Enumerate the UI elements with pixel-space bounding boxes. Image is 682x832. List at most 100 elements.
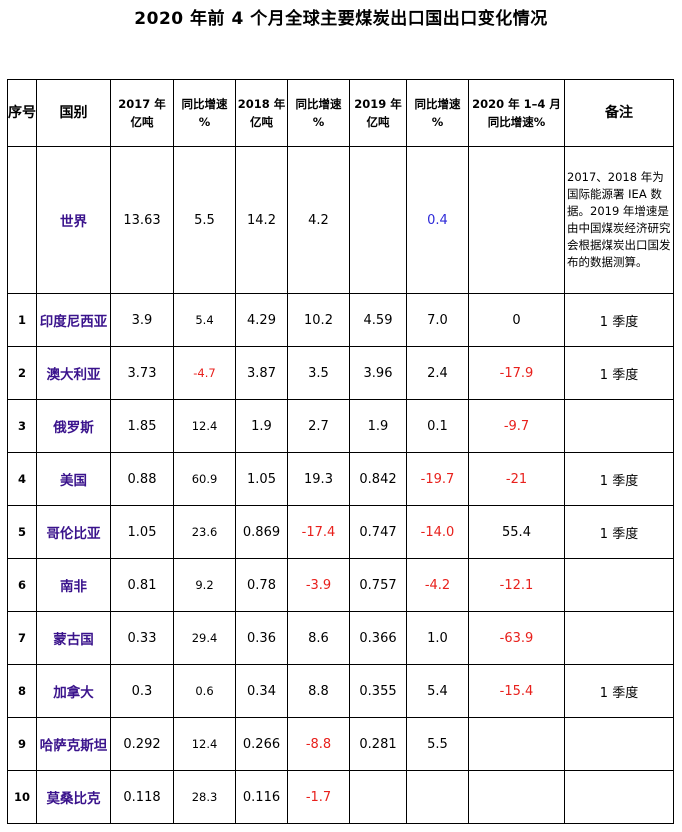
- cell-country: 南非: [36, 558, 111, 612]
- cell-2019-growth: 2.4: [406, 346, 469, 400]
- cell-2018-growth: 8.6: [287, 611, 350, 665]
- cell-2018-growth: 8.8: [287, 664, 350, 718]
- cell-2019: 0.747: [349, 505, 407, 559]
- cell-2017: 3.73: [110, 346, 174, 400]
- cell-note: 1 季度: [564, 452, 674, 506]
- cell-2018: 0.36: [235, 611, 288, 665]
- cell-2018-growth: 3.5: [287, 346, 350, 400]
- cell-2018: 14.2: [235, 146, 288, 294]
- cell-2018-growth: -3.9: [287, 558, 350, 612]
- header-2017: 2017 年亿吨: [110, 79, 174, 147]
- cell-2019-growth: -4.2: [406, 558, 469, 612]
- cell-2020-growth: [468, 770, 565, 824]
- header-2019-growth: 同比增速%: [406, 79, 469, 147]
- table-row: 2 澳大利亚 3.73 -4.7 3.87 3.5 3.96 2.4 -17.9…: [7, 346, 674, 400]
- coal-export-table: 序号 国别 2017 年亿吨 同比增速% 2018 年亿吨 同比增速% 2019…: [7, 79, 674, 824]
- cell-seq: [7, 146, 37, 294]
- cell-2017-growth: 5.4: [173, 293, 236, 347]
- cell-2019-growth: -19.7: [406, 452, 469, 506]
- cell-note: [564, 611, 674, 665]
- cell-2020-growth: -12.1: [468, 558, 565, 612]
- table-row: 7 蒙古国 0.33 29.4 0.36 8.6 0.366 1.0 -63.9: [7, 611, 674, 665]
- cell-2020-growth: -15.4: [468, 664, 565, 718]
- cell-seq: 9: [7, 717, 37, 771]
- cell-seq: 8: [7, 664, 37, 718]
- table-row: 5 哥伦比亚 1.05 23.6 0.869 -17.4 0.747 -14.0…: [7, 505, 674, 559]
- cell-country: 美国: [36, 452, 111, 506]
- cell-2017-growth: 12.4: [173, 717, 236, 771]
- cell-2019-growth: 5.5: [406, 717, 469, 771]
- cell-2020-growth: [468, 146, 565, 294]
- cell-seq: 2: [7, 346, 37, 400]
- header-row: 序号 国别 2017 年亿吨 同比增速% 2018 年亿吨 同比增速% 2019…: [7, 79, 674, 147]
- cell-2017: 0.118: [110, 770, 174, 824]
- cell-seq: 3: [7, 399, 37, 453]
- cell-seq: 10: [7, 770, 37, 824]
- cell-2020-growth: -17.9: [468, 346, 565, 400]
- cell-2018: 0.266: [235, 717, 288, 771]
- cell-seq: 4: [7, 452, 37, 506]
- cell-seq: 7: [7, 611, 37, 665]
- cell-2019: 4.59: [349, 293, 407, 347]
- cell-2017-growth: 5.5: [173, 146, 236, 294]
- cell-2019: 0.842: [349, 452, 407, 506]
- header-note: 备注: [564, 79, 674, 147]
- cell-note: [564, 717, 674, 771]
- cell-2019: 0.757: [349, 558, 407, 612]
- header-seq: 序号: [7, 79, 37, 147]
- cell-2020-growth: -63.9: [468, 611, 565, 665]
- cell-country: 俄罗斯: [36, 399, 111, 453]
- cell-country: 莫桑比克: [36, 770, 111, 824]
- cell-2017-growth: 29.4: [173, 611, 236, 665]
- cell-note: 1 季度: [564, 346, 674, 400]
- cell-2018-growth: -8.8: [287, 717, 350, 771]
- cell-2019: 1.9: [349, 399, 407, 453]
- cell-country: 印度尼西亚: [36, 293, 111, 347]
- cell-note: 1 季度: [564, 664, 674, 718]
- cell-note: 1 季度: [564, 293, 674, 347]
- cell-2017: 1.85: [110, 399, 174, 453]
- cell-2019-growth: -14.0: [406, 505, 469, 559]
- header-2017-growth: 同比增速%: [173, 79, 236, 147]
- cell-2017-growth: 28.3: [173, 770, 236, 824]
- cell-2019: 0.355: [349, 664, 407, 718]
- cell-2017: 0.3: [110, 664, 174, 718]
- cell-2017-growth: 60.9: [173, 452, 236, 506]
- header-2018-growth: 同比增速%: [287, 79, 350, 147]
- cell-country: 澳大利亚: [36, 346, 111, 400]
- cell-2018: 0.78: [235, 558, 288, 612]
- cell-seq: 5: [7, 505, 37, 559]
- cell-country: 哥伦比亚: [36, 505, 111, 559]
- cell-note: [564, 399, 674, 453]
- cell-2017-growth: 23.6: [173, 505, 236, 559]
- cell-2019: 3.96: [349, 346, 407, 400]
- cell-note: [564, 770, 674, 824]
- table-title: 2020 年前 4 个月全球主要煤炭出口国出口变化情况: [134, 9, 548, 29]
- cell-2019-growth: 7.0: [406, 293, 469, 347]
- cell-2017-growth: 12.4: [173, 399, 236, 453]
- cell-2020-growth: [468, 717, 565, 771]
- header-2018: 2018 年亿吨: [235, 79, 288, 147]
- table-row: 9 哈萨克斯坦 0.292 12.4 0.266 -8.8 0.281 5.5: [7, 717, 674, 771]
- table-row: 8 加拿大 0.3 0.6 0.34 8.8 0.355 5.4 -15.4 1…: [7, 664, 674, 718]
- cell-country: 加拿大: [36, 664, 111, 718]
- cell-2018-growth: 19.3: [287, 452, 350, 506]
- header-country: 国别: [36, 79, 111, 147]
- table-row: 1 印度尼西亚 3.9 5.4 4.29 10.2 4.59 7.0 0 1 季…: [7, 293, 674, 347]
- table-row: 10 莫桑比克 0.118 28.3 0.116 -1.7: [7, 770, 674, 824]
- cell-2018: 4.29: [235, 293, 288, 347]
- cell-2018: 3.87: [235, 346, 288, 400]
- cell-country: 哈萨克斯坦: [36, 717, 111, 771]
- cell-2017: 0.81: [110, 558, 174, 612]
- cell-2018-growth: -17.4: [287, 505, 350, 559]
- cell-2017-growth: 9.2: [173, 558, 236, 612]
- cell-2019: 0.281: [349, 717, 407, 771]
- cell-country: 蒙古国: [36, 611, 111, 665]
- cell-2019-growth: 0.1: [406, 399, 469, 453]
- cell-2019-growth: [406, 770, 469, 824]
- cell-2018-growth: 4.2: [287, 146, 350, 294]
- cell-2020-growth: 55.4: [468, 505, 565, 559]
- cell-country: 世界: [36, 146, 111, 294]
- table-row-world: 世界 13.63 5.5 14.2 4.2 0.4 2017、2018 年为国际…: [7, 146, 674, 294]
- cell-2017: 0.292: [110, 717, 174, 771]
